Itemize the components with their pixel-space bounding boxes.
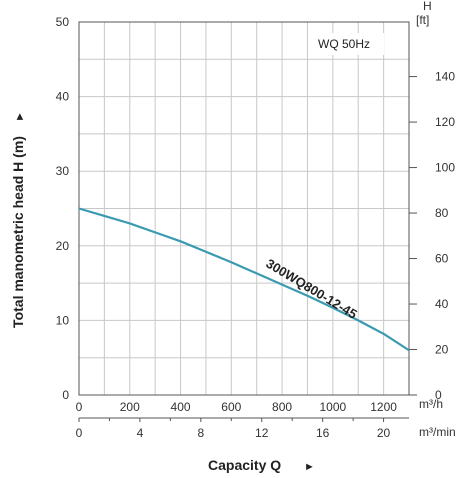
x-axis-title: Capacity Q ► [208, 457, 315, 473]
x-axis-unit: m³/h [419, 397, 443, 411]
y2-axis-unit-letter: H [423, 0, 432, 13]
x2-tick-label: 0 [76, 426, 83, 440]
series-label: 300WQ800-12-45 [263, 256, 359, 322]
y2-tick-label: 40 [435, 297, 449, 311]
x-axis-title-text: Capacity Q [208, 457, 281, 473]
series-line-0 [78, 207, 410, 352]
y2-tick-label: 60 [435, 252, 449, 266]
y-tick-label: 40 [56, 90, 70, 104]
x2-tick-label: 16 [316, 426, 330, 440]
x-tick-label: 600 [221, 400, 241, 414]
legend-background [312, 33, 384, 55]
x2-tick-label: 4 [137, 426, 144, 440]
y2-tick-label: 140 [435, 70, 455, 84]
x-tick-label: 200 [120, 400, 140, 414]
x2-tick-label: 12 [255, 426, 269, 440]
y-axis-title: Total manometric head H (m) ► [10, 111, 26, 328]
x-tick-label: 1000 [319, 400, 346, 414]
x-tick-label: 1200 [370, 400, 397, 414]
y-tick-label: 10 [56, 313, 70, 327]
y-tick-label: 30 [56, 164, 70, 178]
y-tick-label: 50 [56, 15, 70, 29]
series-layer [78, 207, 410, 352]
y2-tick-label: 100 [435, 161, 455, 175]
y2-tick-label: 0 [435, 388, 442, 402]
y2-tick-label: 120 [435, 115, 455, 129]
y2-tick-label: 20 [435, 343, 449, 357]
y-tick-label: 20 [56, 239, 70, 253]
x-tick-label: 400 [171, 400, 191, 414]
y2-tick-label: 80 [435, 206, 449, 220]
y-tick-label: 0 [62, 388, 69, 402]
y2-axis-unit: [ft] [416, 13, 429, 27]
x-tick-label: 0 [76, 400, 83, 414]
grid-layer [78, 21, 410, 396]
x2-tick-label: 8 [197, 426, 204, 440]
x2-axis-unit: m³/min [419, 425, 456, 439]
x2-tick-label: 20 [377, 426, 391, 440]
x-tick-label: 800 [272, 400, 292, 414]
y-axis-title-text: Total manometric head H (m) [10, 136, 26, 328]
y-axis-title-arrow: ► [14, 111, 26, 122]
legend-text: WQ 50Hz [318, 37, 370, 51]
x-axis-title-arrow: ► [304, 461, 315, 473]
